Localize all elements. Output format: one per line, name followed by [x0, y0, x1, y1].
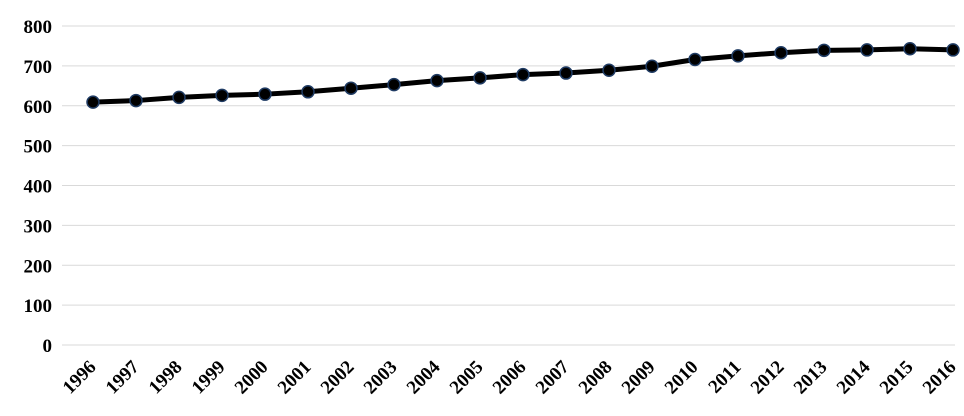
data-point [86, 95, 100, 109]
data-point [430, 73, 444, 88]
data-point [172, 90, 186, 105]
y-axis-tick-labels: 0 100 200 300 400 500 600 700 800 [24, 17, 53, 357]
data-point [258, 87, 272, 101]
series-layer [86, 41, 960, 109]
y-tick-label: 800 [24, 17, 53, 38]
x-tick-label: 2000 [231, 357, 273, 399]
data-point [645, 59, 659, 74]
data-point [688, 52, 702, 67]
x-tick-label: 2006 [489, 357, 531, 399]
x-tick-label: 2011 [705, 357, 746, 398]
y-tick-label: 400 [24, 177, 53, 198]
x-tick-label: 2005 [446, 357, 488, 399]
y-tick-label: 500 [24, 137, 53, 158]
y-tick-label: 700 [24, 57, 53, 78]
y-tick-label: 600 [24, 97, 53, 118]
data-point [903, 41, 917, 56]
x-tick-label: 2013 [790, 357, 832, 399]
data-point [215, 88, 229, 103]
y-tick-label: 100 [24, 296, 53, 317]
x-axis-tick-labels: 1996 1997 1998 1999 2000 2001 2002 2003 2004 2005… [59, 356, 961, 398]
y-tick-label: 0 [43, 336, 53, 357]
data-point [731, 49, 745, 63]
x-tick-label: 1997 [102, 356, 144, 398]
data-point [387, 77, 401, 92]
x-tick-label: 2003 [360, 357, 402, 399]
x-tick-label: 2007 [532, 356, 574, 398]
x-tick-label: 2001 [274, 357, 316, 399]
x-tick-label: 1998 [145, 357, 187, 399]
x-tick-label: 1996 [59, 357, 101, 399]
x-tick-label: 2008 [575, 357, 617, 399]
x-tick-label: 2009 [618, 357, 660, 399]
data-point [516, 67, 530, 82]
data-point [559, 66, 573, 80]
x-tick-label: 2015 [876, 357, 918, 399]
data-point [946, 43, 960, 57]
data-point [860, 43, 874, 57]
x-tick-label: 2002 [317, 357, 359, 399]
data-point [602, 63, 616, 78]
data-point [129, 93, 143, 108]
x-tick-label: 1999 [188, 357, 230, 399]
y-tick-label: 300 [24, 216, 53, 237]
gridlines [62, 25, 955, 346]
data-point [817, 43, 831, 58]
x-tick-label: 2004 [403, 356, 445, 398]
data-point [301, 85, 315, 99]
data-point [344, 81, 358, 95]
data-point [473, 71, 487, 85]
y-tick-label: 200 [24, 256, 53, 277]
x-tick-label: 2016 [919, 357, 961, 399]
data-point [774, 45, 788, 60]
x-tick-label: 2012 [747, 357, 789, 399]
x-tick-label: 2014 [833, 356, 875, 398]
x-tick-label: 2010 [661, 357, 703, 399]
